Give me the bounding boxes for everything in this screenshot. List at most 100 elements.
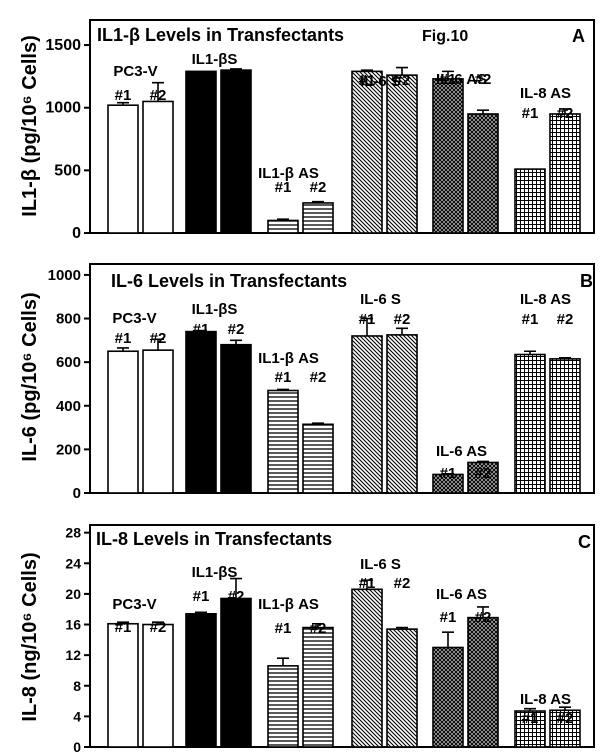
panel-a-bars bbox=[107, 66, 581, 234]
bar bbox=[514, 353, 546, 494]
panel-c-yticks: 0 4 8 12 16 20 24 28 bbox=[65, 525, 90, 753]
error-bar bbox=[559, 706, 571, 711]
bar bbox=[107, 104, 139, 234]
error-bar bbox=[559, 356, 571, 359]
bar bbox=[351, 70, 383, 234]
panel-c: IL-8 Levels in Transfectants C IL-8 (ng/… bbox=[19, 524, 595, 753]
bar-replicate-label: #2 bbox=[394, 311, 411, 328]
y-tick-label: 1000 bbox=[48, 267, 81, 284]
panel-a-title: IL1-β Levels in Transfectants bbox=[97, 25, 344, 45]
bar-replicate-label: #1 bbox=[359, 311, 376, 328]
bar-replicate-label: #2 bbox=[228, 71, 245, 88]
error-bar bbox=[396, 66, 408, 76]
bar bbox=[267, 219, 299, 234]
error-bar bbox=[195, 329, 207, 332]
error-bar bbox=[477, 460, 489, 463]
y-tick-label: 800 bbox=[56, 311, 81, 328]
error-bar bbox=[524, 350, 536, 355]
bar-replicate-label: #2 bbox=[475, 71, 492, 88]
bar bbox=[185, 70, 217, 234]
group-label: IL-6 AS bbox=[436, 443, 487, 460]
error-bar bbox=[361, 69, 373, 72]
panel-c-frame bbox=[89, 524, 595, 748]
bar bbox=[549, 113, 581, 234]
bar-replicate-label: #2 bbox=[310, 179, 327, 196]
group-label: IL-6 S bbox=[360, 73, 401, 90]
panel-b-yticks: 0 200 400 600 800 1000 bbox=[48, 267, 90, 502]
bar bbox=[549, 709, 581, 748]
bar-replicate-label: #1 bbox=[275, 369, 292, 386]
bar bbox=[267, 665, 299, 748]
bar bbox=[220, 69, 252, 234]
bar bbox=[185, 612, 217, 748]
group-label: IL1-β AS bbox=[258, 350, 319, 367]
bar bbox=[432, 78, 464, 234]
bar-replicate-label: #2 bbox=[310, 369, 327, 386]
group-label: IL-6 AS bbox=[436, 586, 487, 603]
y-tick-label: 0 bbox=[73, 739, 81, 753]
y-tick-label: 8 bbox=[73, 678, 81, 694]
error-bar bbox=[524, 707, 536, 712]
bar-replicate-label: #1 bbox=[522, 311, 539, 328]
bar bbox=[185, 330, 217, 494]
error-bar bbox=[477, 109, 489, 114]
bar-replicate-label: #1 bbox=[275, 620, 292, 637]
bar-replicate-label: #2 bbox=[150, 619, 167, 636]
panel-b-letter: B bbox=[580, 271, 593, 291]
bar-replicate-label: #1 bbox=[115, 619, 132, 636]
bar-replicate-label: #1 bbox=[115, 330, 132, 347]
group-label: IL-8 AS bbox=[520, 85, 571, 102]
bar bbox=[386, 628, 418, 748]
panel-a-letter: A bbox=[572, 26, 585, 46]
panel-a: IL1-β Levels in Transfectants Fig.10 A I… bbox=[19, 19, 595, 242]
error-bar bbox=[442, 631, 454, 648]
error-bar bbox=[230, 339, 242, 345]
bar bbox=[386, 74, 418, 234]
error-bar bbox=[396, 327, 408, 335]
bar bbox=[302, 626, 334, 748]
bar bbox=[467, 113, 499, 234]
bar-replicate-label: #2 bbox=[310, 620, 327, 637]
panel-c-title: IL-8 Levels in Transfectants bbox=[96, 529, 332, 549]
bar-replicate-label: #2 bbox=[475, 465, 492, 482]
bar-replicate-label: #1 bbox=[193, 588, 210, 605]
error-bar bbox=[152, 338, 164, 351]
error-bar bbox=[312, 622, 324, 628]
bar bbox=[549, 358, 581, 494]
bar bbox=[142, 100, 174, 234]
bar-replicate-label: #2 bbox=[557, 311, 574, 328]
y-tick-label: 4 bbox=[73, 708, 81, 724]
bar-replicate-label: #1 bbox=[522, 105, 539, 122]
panel-a-frame bbox=[89, 19, 595, 234]
bar-replicate-label: #2 bbox=[394, 72, 411, 89]
bar-replicate-label: #1 bbox=[440, 465, 457, 482]
error-bar bbox=[277, 218, 289, 221]
error-bar bbox=[361, 579, 373, 590]
group-label: IL-6 S bbox=[360, 291, 401, 308]
panel-b-ylabel: IL-6 (pg/10⁶ Cells) bbox=[19, 292, 41, 461]
panel-b-labels: PC3-V #1 #2 IL1-βS #1 #2 IL1-β AS #1 #2 IL-6 S #1 #… bbox=[112, 291, 573, 482]
group-label: IL-6 AS bbox=[436, 71, 487, 88]
y-tick-label: 28 bbox=[65, 525, 81, 541]
bar bbox=[220, 597, 252, 748]
y-tick-label: 200 bbox=[56, 441, 81, 458]
bar-replicate-label: #1 bbox=[193, 321, 210, 338]
group-label: PC3-V bbox=[112, 310, 156, 327]
bar-replicate-label: #2 bbox=[557, 105, 574, 122]
bar-replicate-label: #1 bbox=[275, 179, 292, 196]
error-bar bbox=[396, 626, 408, 630]
group-label: IL1-β AS bbox=[258, 596, 319, 613]
error-bar bbox=[230, 577, 242, 599]
bar-replicate-label: #1 bbox=[440, 71, 457, 88]
bar bbox=[514, 168, 546, 234]
bar-replicate-label: #1 bbox=[440, 609, 457, 626]
bar-replicate-label: #2 bbox=[475, 609, 492, 626]
bar bbox=[267, 389, 299, 494]
group-label: PC3-V bbox=[112, 596, 156, 613]
group-label: IL1-βS bbox=[192, 301, 238, 318]
bar-replicate-label: #2 bbox=[394, 575, 411, 592]
bar bbox=[432, 646, 464, 748]
bar bbox=[351, 335, 383, 494]
bar bbox=[107, 350, 139, 494]
error-bar bbox=[442, 473, 454, 475]
